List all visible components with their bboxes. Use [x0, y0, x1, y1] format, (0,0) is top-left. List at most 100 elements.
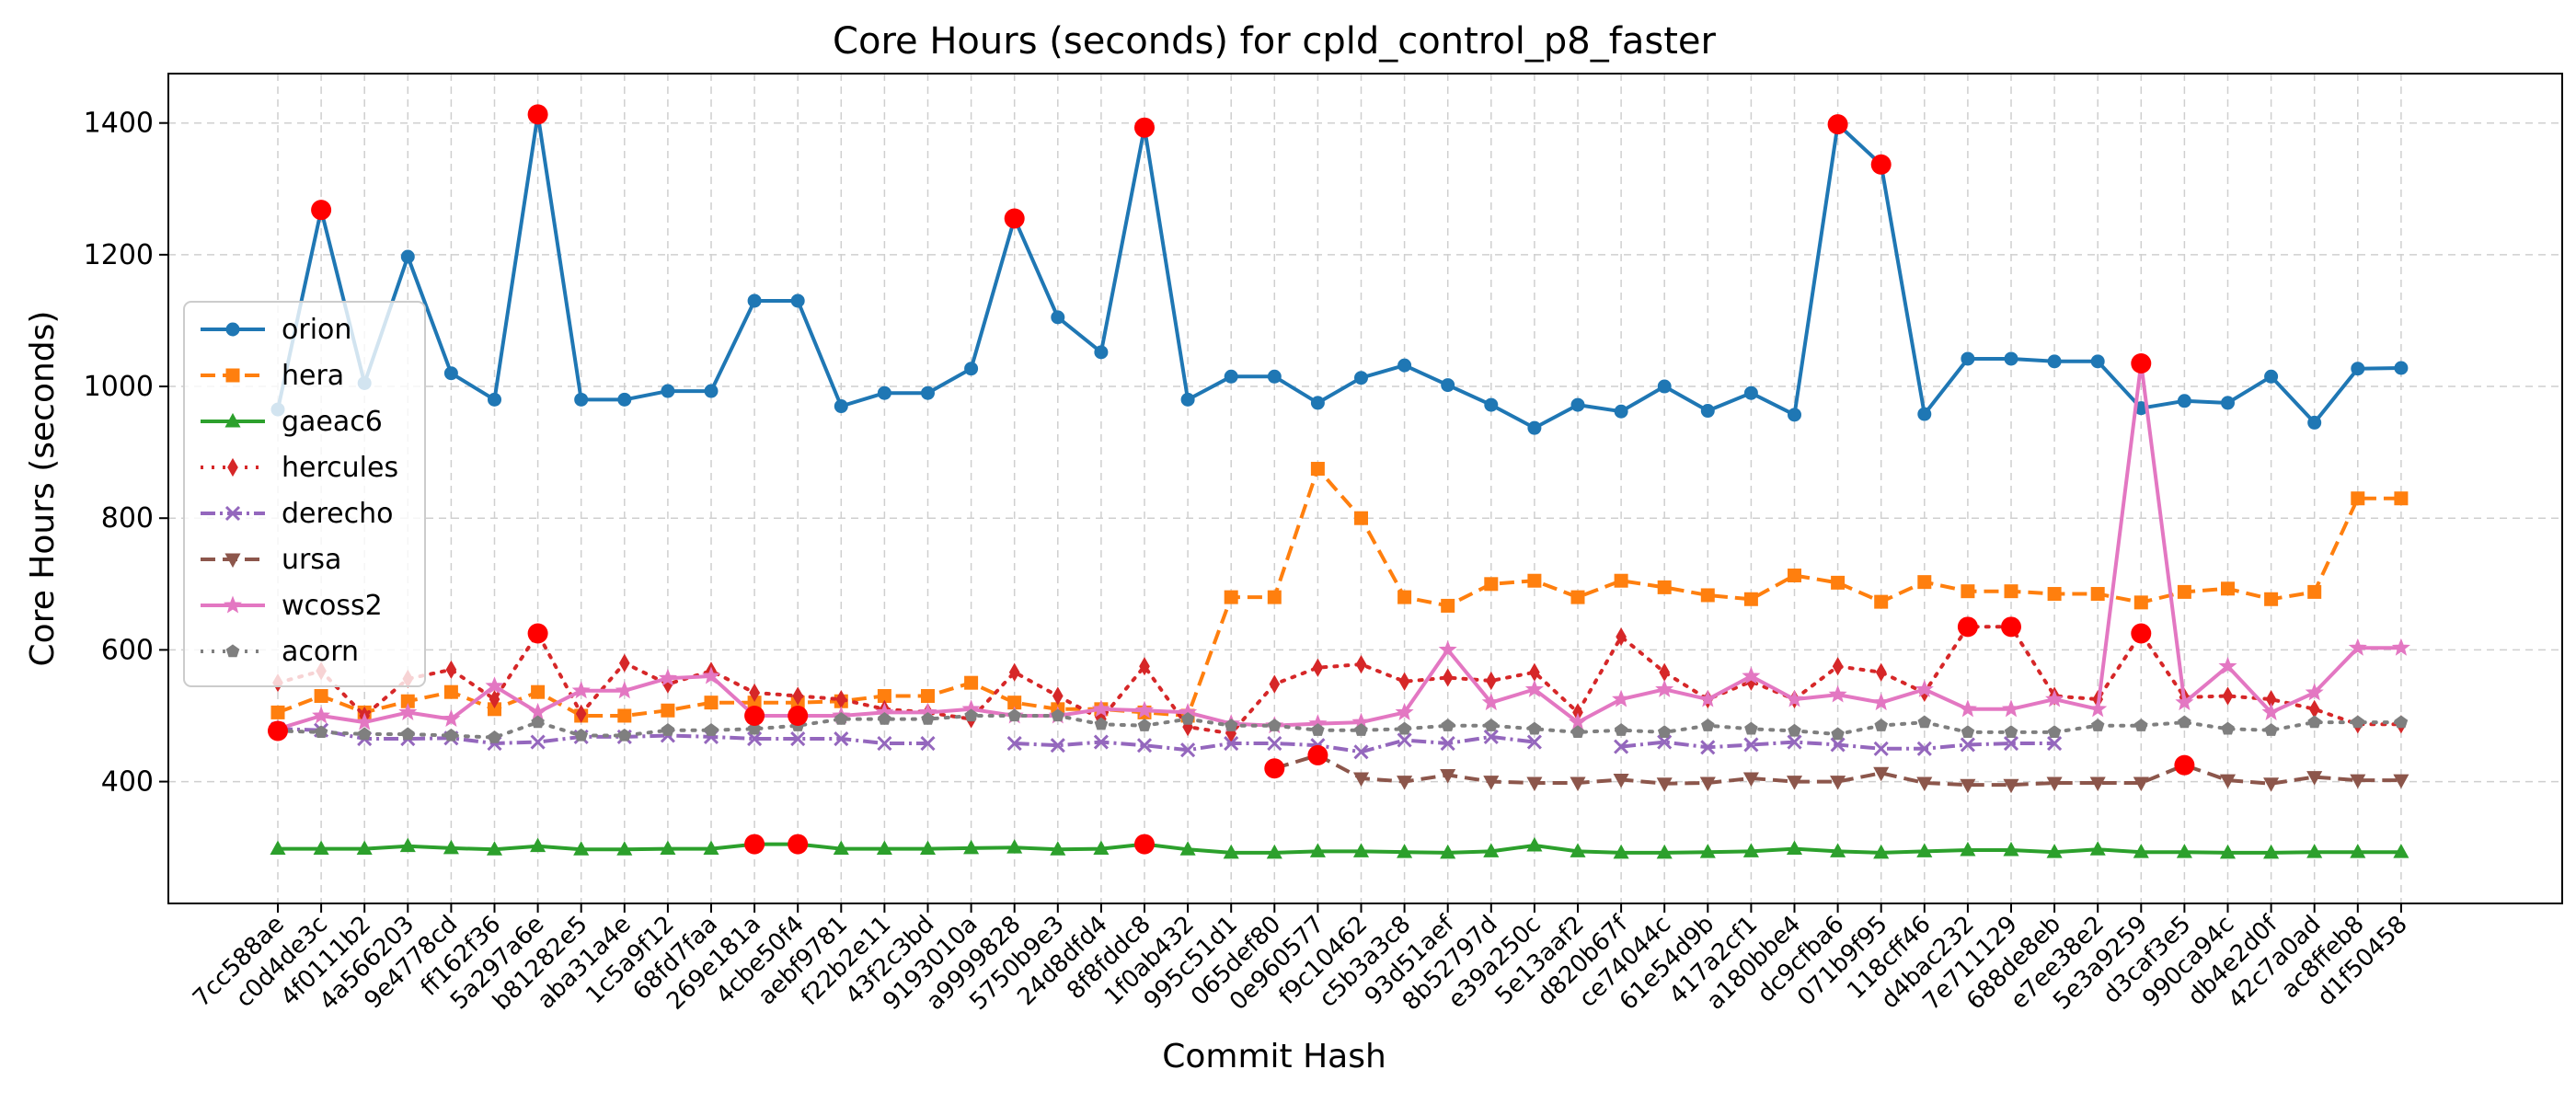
point-acorn-995c51d1: [1224, 719, 1238, 731]
y-tick-label-1200: 1200: [84, 239, 154, 271]
point-gaeac6-5a297a6e: [530, 837, 546, 853]
point-derecho-8f8fddc8: [1136, 738, 1153, 753]
point-ursa-d4bac232: [1960, 778, 1976, 794]
legend-marker-ursa: [224, 553, 241, 569]
point-ursa-990ca94c: [2219, 774, 2237, 789]
point-wcoss2-61e54d9b: [1698, 689, 1718, 707]
point-wcoss2-aba31a4e: [615, 681, 634, 699]
point-wcoss2-417a2cf1: [1742, 666, 1761, 684]
point-derecho-24d8dfd4: [1093, 734, 1109, 750]
point-acorn-118cff46: [1917, 715, 1932, 729]
outlier-point-7e711129-16: [2001, 616, 2021, 638]
point-wcoss2-24d8dfd4: [1091, 699, 1110, 718]
point-acorn-db4e2d0f: [2264, 723, 2278, 736]
point-derecho-5a297a6e: [530, 734, 546, 750]
point-hera-065def80: [1267, 590, 1282, 604]
point-wcoss2-d4bac232: [1958, 699, 1977, 718]
point-derecho-ce74044c: [1657, 734, 1673, 750]
point-orion-1c5a9f12: [661, 384, 675, 398]
point-wcoss2-118cff46: [1915, 679, 1934, 697]
outlier-point-5a297a6e-3: [527, 623, 548, 644]
point-wcoss2-dc9cfba6: [1828, 684, 1847, 703]
series-line-derecho-0: [277, 727, 928, 745]
outlier-point-5e3a9259-18: [2131, 623, 2152, 644]
point-gaeac6-5e13aaf2: [1570, 843, 1586, 857]
point-acorn-68fd7faa: [704, 723, 719, 736]
point-hera-d4bac232: [1961, 584, 1975, 599]
point-hera-0e960577: [1310, 462, 1325, 477]
legend-item-hercules: hercules: [201, 452, 398, 484]
point-ursa-c5b3a3c8: [1397, 776, 1413, 790]
point-acorn-9e4778cd: [444, 728, 458, 742]
series-line-hera: [277, 466, 2401, 718]
point-ursa-8b52797d: [1483, 776, 1500, 790]
legend-label-acorn: acorn: [282, 636, 359, 668]
point-ursa-ce74044c: [1656, 777, 1673, 792]
point-gaeac6-f9c10462: [1352, 843, 1370, 857]
point-gaeac6-8b52797d: [1483, 843, 1500, 857]
point-wcoss2-7e711129: [2001, 699, 2021, 718]
point-acorn-0e960577: [1311, 723, 1325, 736]
x-axis-label: Commit Hash: [1162, 1038, 1386, 1075]
point-gaeac6-aebf9781: [833, 840, 849, 856]
point-hera-d3caf3e5: [2177, 584, 2191, 599]
point-acorn-ce74044c: [1657, 725, 1672, 738]
point-acorn-ac8ffeb8: [2351, 715, 2365, 729]
point-acorn-7e711129: [2004, 725, 2018, 738]
point-hera-688de8eb: [2047, 587, 2062, 602]
point-wcoss2-d1f50458: [2391, 638, 2410, 656]
point-acorn-d3caf3e5: [2178, 715, 2191, 729]
point-hera-68fd7faa: [704, 696, 719, 710]
point-gaeac6-db4e2d0f: [2263, 844, 2280, 859]
point-gaeac6-ac8ffeb8: [2350, 844, 2366, 858]
point-orion-d3caf3e5: [2177, 394, 2191, 408]
legend-label-gaeac6: gaeac6: [282, 406, 383, 438]
point-orion-1f0ab432: [1180, 392, 1195, 407]
point-acorn-ff162f36: [488, 730, 501, 743]
legend: orion hera gaeac6 hercules derecho ursa wcoss2…: [183, 301, 426, 687]
point-wcoss2-c5b3a3c8: [1395, 702, 1414, 720]
point-gaeac6-688de8eb: [2046, 844, 2063, 858]
legend-label-hera: hera: [282, 360, 344, 392]
point-orion-24d8dfd4: [1094, 345, 1109, 360]
point-orion-f9c10462: [1354, 371, 1368, 385]
point-gaeac6-aba31a4e: [616, 841, 633, 856]
point-acorn-a180bbe4: [1788, 723, 1801, 737]
point-derecho-dc9cfba6: [1830, 737, 1846, 753]
point-hera-61e54d9b: [1700, 588, 1715, 603]
outlier-point-0e960577-12: [1307, 744, 1328, 765]
point-hera-db4e2d0f: [2264, 592, 2279, 606]
point-orion-7e711129: [2004, 351, 2018, 366]
point-orion-e7ee38e2: [2090, 354, 2105, 369]
point-acorn-990ca94c: [2221, 721, 2235, 735]
y-tick-label-1000: 1000: [84, 371, 154, 403]
point-hera-43f2c3bd: [921, 689, 935, 703]
point-wcoss2-688de8eb: [2045, 689, 2064, 707]
point-hercules-a9999828: [1008, 662, 1020, 682]
point-orion-42c7a0ad: [2307, 415, 2322, 430]
point-orion-417a2cf1: [1743, 385, 1758, 400]
point-gaeac6-4f0111b2: [356, 840, 373, 856]
point-ursa-f9c10462: [1352, 772, 1370, 788]
point-orion-93d51aef: [1441, 378, 1455, 393]
point-acorn-5a297a6e: [531, 715, 545, 729]
series-line-orion: [276, 112, 2401, 431]
point-orion-d820b67f: [1614, 404, 1628, 419]
series-line-ursa: [1273, 753, 2401, 788]
point-gaeac6-0e960577: [1309, 843, 1326, 857]
point-ursa-db4e2d0f: [2263, 777, 2280, 792]
point-gaeac6-d4bac232: [1960, 841, 1976, 857]
point-orion-0e960577: [1310, 396, 1325, 410]
legend-label-derecho: derecho: [282, 498, 394, 530]
y-tick-label-1400: 1400: [84, 108, 154, 140]
point-orion-d1f50458: [2394, 361, 2409, 375]
point-acorn-24d8dfd4: [1094, 717, 1109, 730]
point-hercules-5750b9e3: [1052, 686, 1064, 706]
point-orion-f22b2e11: [877, 385, 891, 400]
outlier-point-7cc588ae-0: [268, 720, 288, 742]
point-ursa-688de8eb: [2046, 776, 2063, 792]
point-ursa-e7ee38e2: [2089, 776, 2106, 792]
legend-item-hera: hera: [201, 360, 344, 392]
point-derecho-e39a250c: [1526, 734, 1542, 750]
point-gaeac6-42c7a0ad: [2306, 844, 2323, 858]
